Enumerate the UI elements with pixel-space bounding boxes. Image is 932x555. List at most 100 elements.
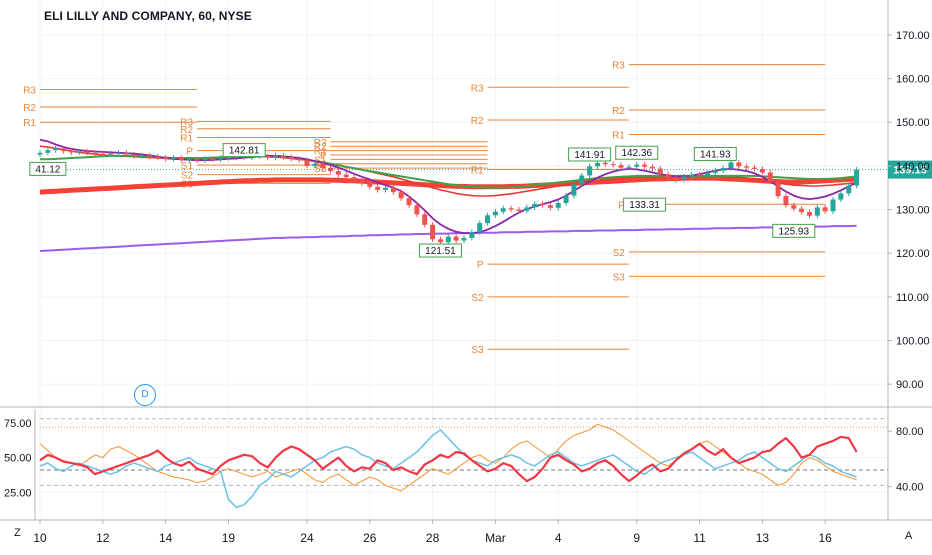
time-tick-label: 24 [300, 531, 314, 545]
time-tick-label: 19 [222, 531, 236, 545]
candle-body [814, 207, 820, 216]
candle-body [759, 168, 765, 173]
price-tick-label: 150.00 [896, 117, 930, 129]
candle-body [469, 232, 475, 238]
pivot-label: S2 [613, 248, 626, 259]
candle-body [406, 198, 412, 206]
time-tick-label: 10 [33, 531, 47, 545]
candle-body [461, 237, 467, 241]
candle-body [280, 155, 286, 158]
candle-body [508, 208, 514, 210]
ma-purple-line [39, 138, 857, 234]
candle-body [76, 151, 82, 153]
pivot-label: R2 [612, 106, 625, 117]
candle-body [704, 172, 710, 176]
oscillator-levels [40, 418, 888, 486]
candle-body [108, 153, 114, 155]
candle-body [218, 158, 224, 160]
price-tick-label: 130.00 [896, 205, 930, 217]
pivot-label: R2 [180, 125, 193, 136]
candle-body [846, 185, 852, 194]
pivot-label: S3 [471, 345, 484, 356]
pivot-label: P [186, 147, 193, 158]
last-price-tag [888, 160, 932, 179]
price-callouts: 41.12 142.81 121.51 141.91 142.36 133.31 141.9… [29, 143, 816, 258]
price-axis: 170.00 160.00 150.00 140.00 130.00 120.00 110.… [888, 30, 930, 391]
candle-body [163, 157, 169, 159]
pivot-label: R1 [612, 130, 625, 141]
candle-body [202, 158, 208, 161]
candle-body [673, 178, 679, 180]
candle-body [477, 223, 483, 233]
candle-body [791, 205, 797, 209]
chart-title: ELI LILLY AND COMPANY, 60, NYSE [44, 9, 252, 23]
candle-body [485, 215, 491, 224]
price-tick-label: 90.00 [896, 379, 924, 391]
candle-body [736, 162, 742, 167]
candle-body [854, 169, 860, 186]
candle-body [563, 195, 569, 203]
time-tick-label: 12 [96, 531, 110, 545]
price-tick-label: 110.00 [896, 292, 929, 304]
candle-body [296, 158, 302, 161]
candle-body [830, 199, 836, 212]
candle-body [265, 156, 271, 158]
candle-body [445, 236, 451, 243]
candle-body [516, 209, 522, 211]
oscillator-right-tick-label: 80.00 [896, 426, 924, 438]
callout-label: 141.93 [700, 150, 731, 161]
pivot-label: R1 [471, 165, 484, 176]
candle-body [328, 168, 334, 172]
zoom-button[interactable]: Z [14, 527, 21, 539]
candle-body [775, 181, 781, 197]
time-tick-label: 14 [159, 531, 173, 545]
callout-label: 133.31 [629, 200, 660, 211]
candle-body [382, 187, 388, 190]
candle-body [626, 166, 632, 168]
candle-body [320, 163, 326, 169]
osc-red-line [39, 435, 858, 483]
candle-body [799, 208, 805, 213]
time-tick-label: 9 [633, 531, 640, 545]
candle-body [555, 203, 561, 208]
candle-body [602, 162, 608, 165]
candle-body [783, 196, 789, 206]
pivot-label: R1 [314, 147, 327, 158]
price-tick-label: 160.00 [896, 74, 930, 86]
callout-label: 125.93 [778, 226, 809, 237]
candle-body [806, 212, 812, 216]
candle-body [642, 164, 648, 167]
callout-label: 141.91 [574, 150, 605, 161]
candle-body [359, 180, 365, 184]
callout-box [772, 223, 816, 238]
candle-body [838, 193, 844, 200]
candle-body [155, 156, 161, 158]
candle-body [500, 208, 506, 212]
candle-body [343, 174, 349, 178]
candle-body [547, 205, 553, 208]
callout-label: 142.36 [621, 148, 652, 159]
pivot-label: R3 [23, 85, 36, 96]
pivot-label: S2 [471, 293, 484, 304]
candle-body [532, 203, 538, 208]
candle-body [697, 174, 703, 176]
price-tick-label: 170.00 [896, 30, 930, 42]
auto-scale-button[interactable]: A [905, 530, 913, 542]
pivot-label: R2 [23, 103, 36, 114]
candle-body [540, 203, 546, 206]
pivot-label: S3 [613, 272, 626, 283]
pivot-label: R1 [23, 118, 36, 129]
candle-body [720, 168, 726, 171]
candle-body [131, 154, 137, 156]
candle-body [123, 152, 129, 155]
candle-body [312, 163, 318, 166]
price-tick-label: 120.00 [896, 248, 930, 260]
candle-body [139, 155, 145, 157]
dividend-marker[interactable]: D [134, 384, 156, 406]
callout-box [29, 161, 67, 176]
time-tick-label: 16 [819, 531, 833, 545]
callout-label: 142.81 [229, 146, 260, 157]
pivot-lines: R3R2R1R3R2R1PS1S2S3R3R2R1PS1S2S3R3R2R1PS… [23, 61, 826, 356]
